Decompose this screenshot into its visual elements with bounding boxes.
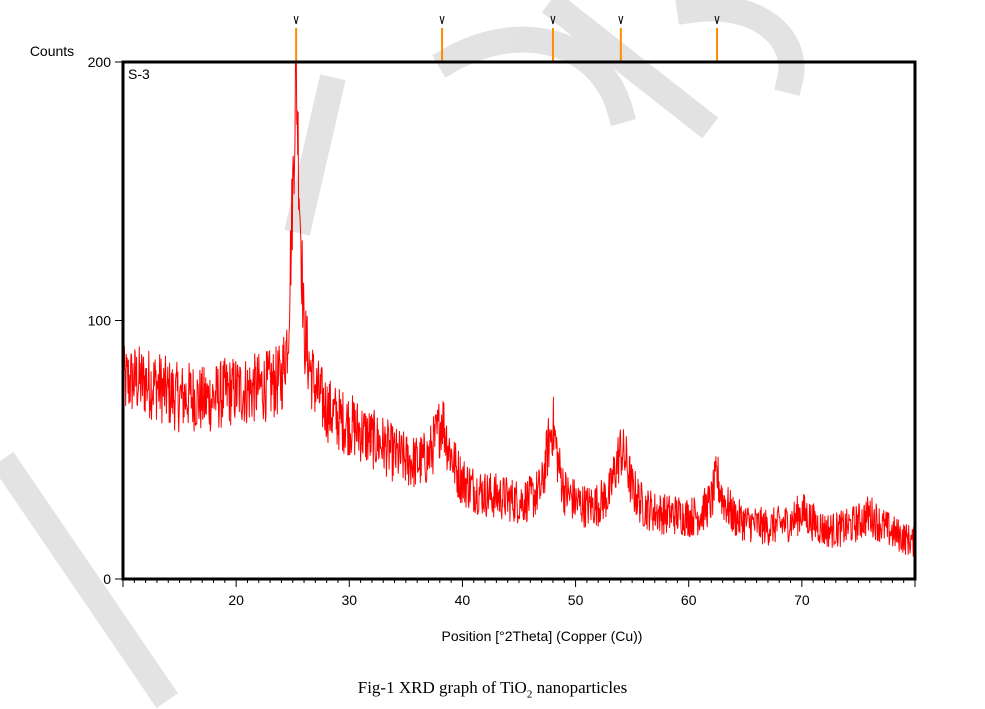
y-tick-label: 0 bbox=[103, 571, 111, 587]
x-axis-label: Position [°2Theta] (Copper (Cu)) bbox=[442, 628, 643, 644]
reference-peak-marker bbox=[714, 15, 720, 25]
caption-subscript: 2 bbox=[526, 688, 533, 701]
reference-peak-marker bbox=[618, 15, 624, 25]
reference-peak-marker bbox=[550, 15, 556, 25]
plot-frame bbox=[121, 60, 917, 581]
x-tick-label: 50 bbox=[568, 592, 584, 608]
caption-prefix: Fig-1 XRD graph of TiO bbox=[357, 678, 527, 697]
x-tick-label: 40 bbox=[455, 592, 471, 608]
reference-peak-markers bbox=[293, 15, 720, 62]
reference-peak-marker bbox=[293, 15, 299, 25]
x-tick-label: 20 bbox=[228, 592, 244, 608]
x-tick-label: 30 bbox=[341, 592, 357, 608]
tick-labels: 20 30 40 50 60 70 0 100 200 bbox=[88, 54, 810, 608]
y-tick-label: 100 bbox=[88, 313, 112, 329]
reference-peak-marker bbox=[439, 15, 445, 25]
x-tick-label: 60 bbox=[681, 592, 697, 608]
y-axis-label: Counts bbox=[30, 43, 74, 59]
sample-label: S-3 bbox=[128, 66, 150, 82]
caption-suffix: nanoparticles bbox=[532, 678, 628, 697]
xrd-series-line bbox=[123, 62, 915, 558]
y-tick-label: 200 bbox=[88, 54, 112, 70]
figure-caption: Fig-1 XRD graph of TiO2 nanoparticles bbox=[0, 678, 985, 700]
x-tick-label: 70 bbox=[794, 592, 810, 608]
